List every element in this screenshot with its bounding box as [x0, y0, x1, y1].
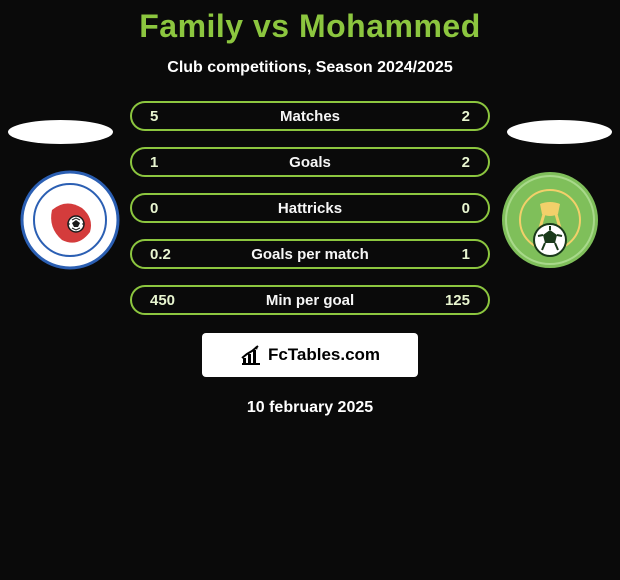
subtitle: Club competitions, Season 2024/2025 [0, 59, 620, 77]
page-title: Family vs Mohammed [0, 0, 620, 45]
stat-label: Goals [289, 154, 331, 171]
right-club-badge [500, 170, 600, 270]
left-platform-ellipse [8, 120, 113, 144]
stat-right: 1 [434, 246, 470, 263]
stat-label: Min per goal [266, 292, 354, 309]
stat-left: 450 [150, 292, 186, 309]
stat-right: 2 [434, 154, 470, 171]
stat-left: 5 [150, 108, 186, 125]
stat-row: 0 Hattricks 0 [130, 193, 490, 223]
brand-banner: FcTables.com [202, 333, 418, 377]
stat-row: 0.2 Goals per match 1 [130, 239, 490, 269]
stat-label: Goals per match [251, 246, 369, 263]
bar-chart-icon [240, 344, 262, 366]
stat-row: 5 Matches 2 [130, 101, 490, 131]
stat-label: Matches [280, 108, 340, 125]
stat-right: 2 [434, 108, 470, 125]
right-platform-ellipse [507, 120, 612, 144]
stat-right: 125 [434, 292, 470, 309]
stat-label: Hattricks [278, 200, 342, 217]
stats-table: 5 Matches 2 1 Goals 2 0 Hattricks 0 0.2 … [130, 101, 490, 315]
stat-left: 1 [150, 154, 186, 171]
stat-right: 0 [434, 200, 470, 217]
brand-text: FcTables.com [268, 345, 380, 365]
stat-left: 0 [150, 200, 186, 217]
stat-row: 1 Goals 2 [130, 147, 490, 177]
stat-left: 0.2 [150, 246, 186, 263]
stat-row: 450 Min per goal 125 [130, 285, 490, 315]
date: 10 february 2025 [0, 399, 620, 417]
left-club-badge [20, 170, 120, 270]
